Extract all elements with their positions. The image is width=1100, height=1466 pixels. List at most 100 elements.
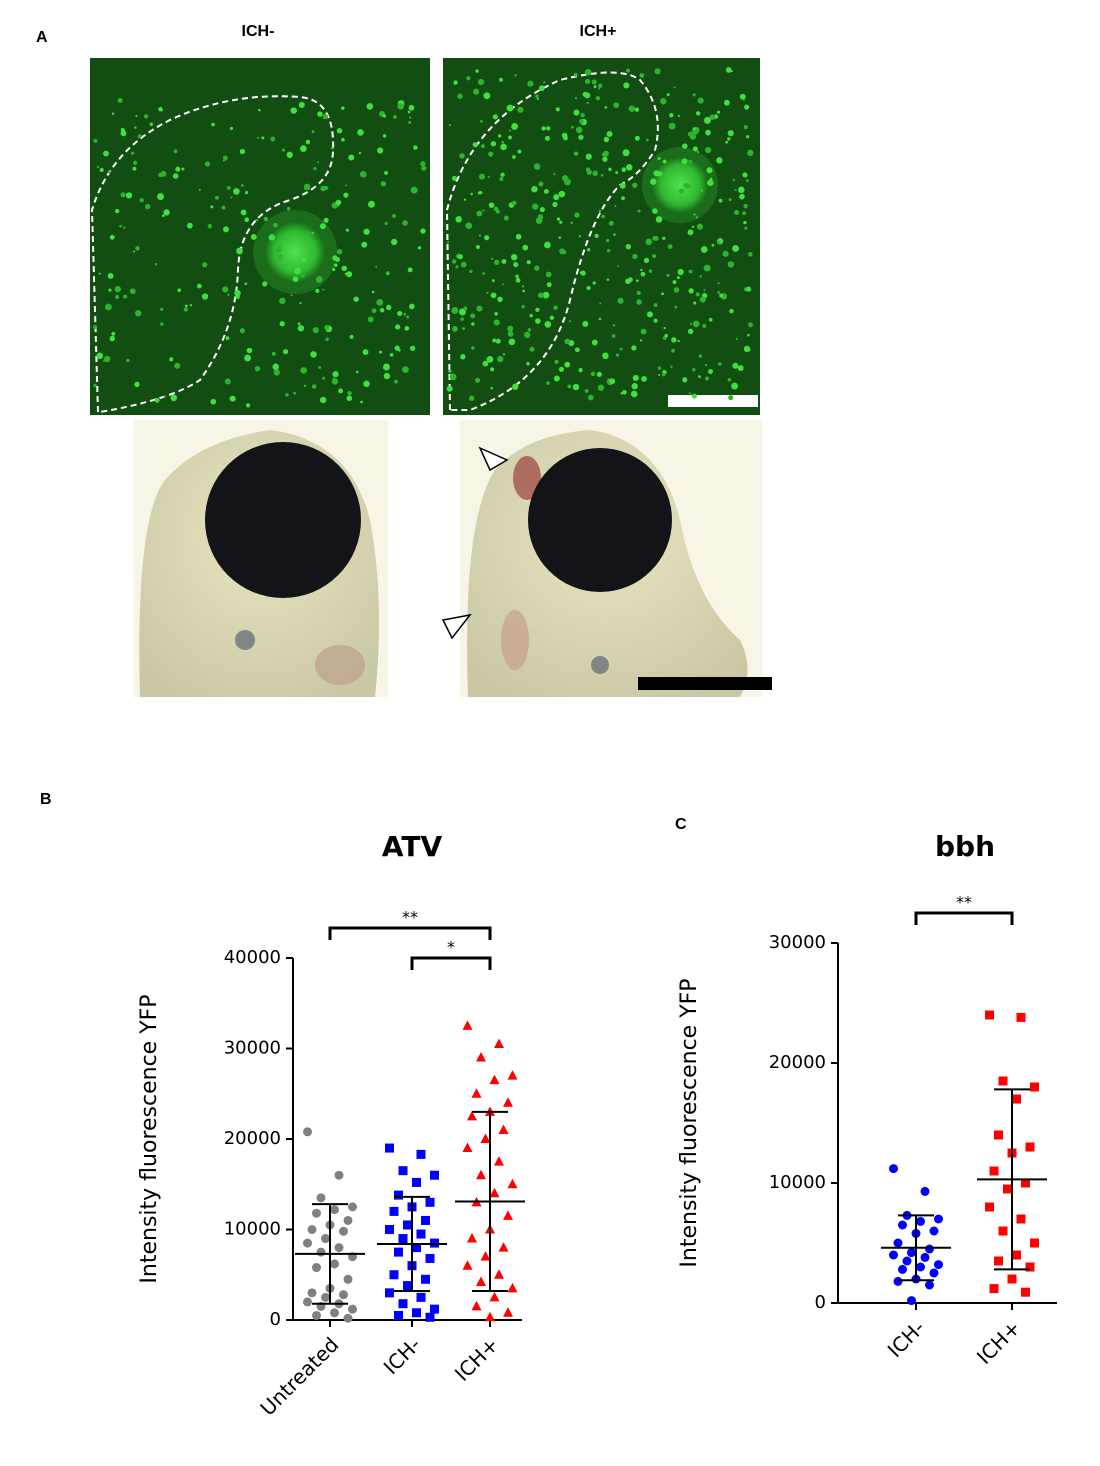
fluorescent-spot [222, 155, 228, 161]
fluorescent-spot [469, 269, 473, 274]
fluorescent-spot [115, 208, 120, 214]
fluorescent-spot [420, 228, 426, 234]
fluorescent-spot [626, 164, 633, 171]
data-point [1030, 1082, 1039, 1092]
fluorescent-spot [521, 285, 525, 288]
data-point [425, 1312, 435, 1322]
fluorescent-spot [207, 223, 213, 229]
fluorescent-spot [639, 339, 643, 342]
fluorescent-spot [506, 104, 514, 112]
fluorescent-spot [617, 265, 620, 268]
fluorescent-spot [716, 240, 721, 245]
fluorescent-spot [491, 279, 495, 282]
fluorescent-spot [300, 145, 307, 152]
fluorescent-spot [661, 292, 664, 296]
fluorescent-spot [346, 395, 353, 402]
fluorescent-spot [457, 93, 463, 99]
fluorescent-spot [534, 265, 540, 271]
fluorescent-spot [546, 126, 551, 131]
fluorescent-spot [727, 261, 735, 268]
data-point [389, 1206, 399, 1216]
x-tick-label: ICH- [883, 1315, 930, 1362]
data-point [503, 1097, 513, 1107]
significance-bracket [410, 956, 492, 970]
fluorescent-spot [133, 250, 136, 253]
data-point [394, 1190, 403, 1200]
data-point [330, 1308, 339, 1318]
fluorescent-spot [421, 165, 427, 171]
fluorescent-spot [734, 189, 737, 192]
fluorescent-spot [511, 123, 518, 130]
data-point [893, 1276, 903, 1286]
fluorescent-spot [160, 307, 164, 311]
fluorescent-spot [543, 189, 549, 194]
fluorescent-spot [476, 210, 483, 217]
fluorescent-spot [184, 304, 188, 308]
fluorescent-spot [478, 190, 483, 195]
fluorescent-spot [336, 248, 343, 255]
fluorescent-spot [538, 181, 544, 187]
fluorescent-spot [695, 292, 700, 297]
data-point [476, 1276, 486, 1286]
fluorescent-spot [631, 383, 638, 390]
data-point [498, 1124, 509, 1134]
x-tick-label: ICH- [379, 1332, 426, 1379]
data-point [989, 1284, 999, 1294]
fluorescent-spot [210, 398, 217, 405]
arrowhead [478, 446, 509, 472]
data-point [1012, 1250, 1021, 1260]
data-point [920, 1186, 930, 1196]
fluorescent-spot [230, 196, 233, 199]
fluorescent-spot [407, 267, 413, 273]
x-tick-label: Untreated [256, 1332, 344, 1420]
fluorescent-spot [653, 170, 660, 177]
data-point [343, 1313, 353, 1323]
fluorescent-spot [189, 303, 193, 307]
fluorescent-spot [221, 205, 226, 210]
fluorescent-spot [573, 72, 578, 77]
data-point [985, 1010, 994, 1020]
fluorescent-spot [201, 293, 209, 300]
fluorescent-spot [311, 231, 314, 235]
fluorescent-spot [500, 172, 505, 177]
fluorescent-spot [312, 326, 319, 334]
fluorescent-spot [211, 122, 215, 127]
fluorescent-spot [640, 328, 647, 335]
fluorescent-spot [175, 166, 181, 172]
fluorescent-spot [704, 363, 708, 367]
fluorescent-spot [687, 229, 694, 236]
data-point [403, 1220, 412, 1230]
fluorescent-spot [319, 396, 327, 404]
data-point [389, 1270, 399, 1280]
data-point [994, 1130, 1003, 1140]
fluorescent-spot [682, 377, 688, 383]
fluorescent-spot [501, 283, 504, 286]
data-point [385, 1225, 394, 1234]
fluorescent-spot [719, 293, 724, 298]
fluorescent-spot [186, 222, 193, 229]
fluorescent-spot [743, 203, 748, 209]
fluorescent-spot [691, 225, 695, 229]
fluorescent-spot [574, 96, 578, 100]
fluorescent-spot [597, 384, 605, 391]
data-point [507, 1070, 518, 1080]
fluorescent-spot [574, 212, 580, 218]
fluorescent-spot [244, 282, 248, 286]
data-point [343, 1215, 353, 1225]
fluorescent-spot [573, 151, 579, 156]
fluorescent-spot [294, 267, 301, 275]
data-point [985, 1202, 994, 1212]
fluorescent-spot [368, 200, 375, 208]
y-axis-label: Intensity fluorescence YFP [677, 978, 702, 1267]
fluorescent-spot [535, 94, 539, 99]
fluorescent-spot [283, 349, 289, 355]
data-point [489, 1291, 500, 1302]
fluorescent-spot [631, 345, 637, 351]
fluorescent-spot [341, 137, 345, 142]
fluorescent-spot [490, 292, 497, 299]
fluorescent-spot [234, 289, 241, 297]
fluorescent-spot [744, 226, 748, 230]
fluorescent-spot [744, 104, 750, 110]
fluorescent-spot [455, 265, 459, 269]
data-point [902, 1256, 912, 1266]
